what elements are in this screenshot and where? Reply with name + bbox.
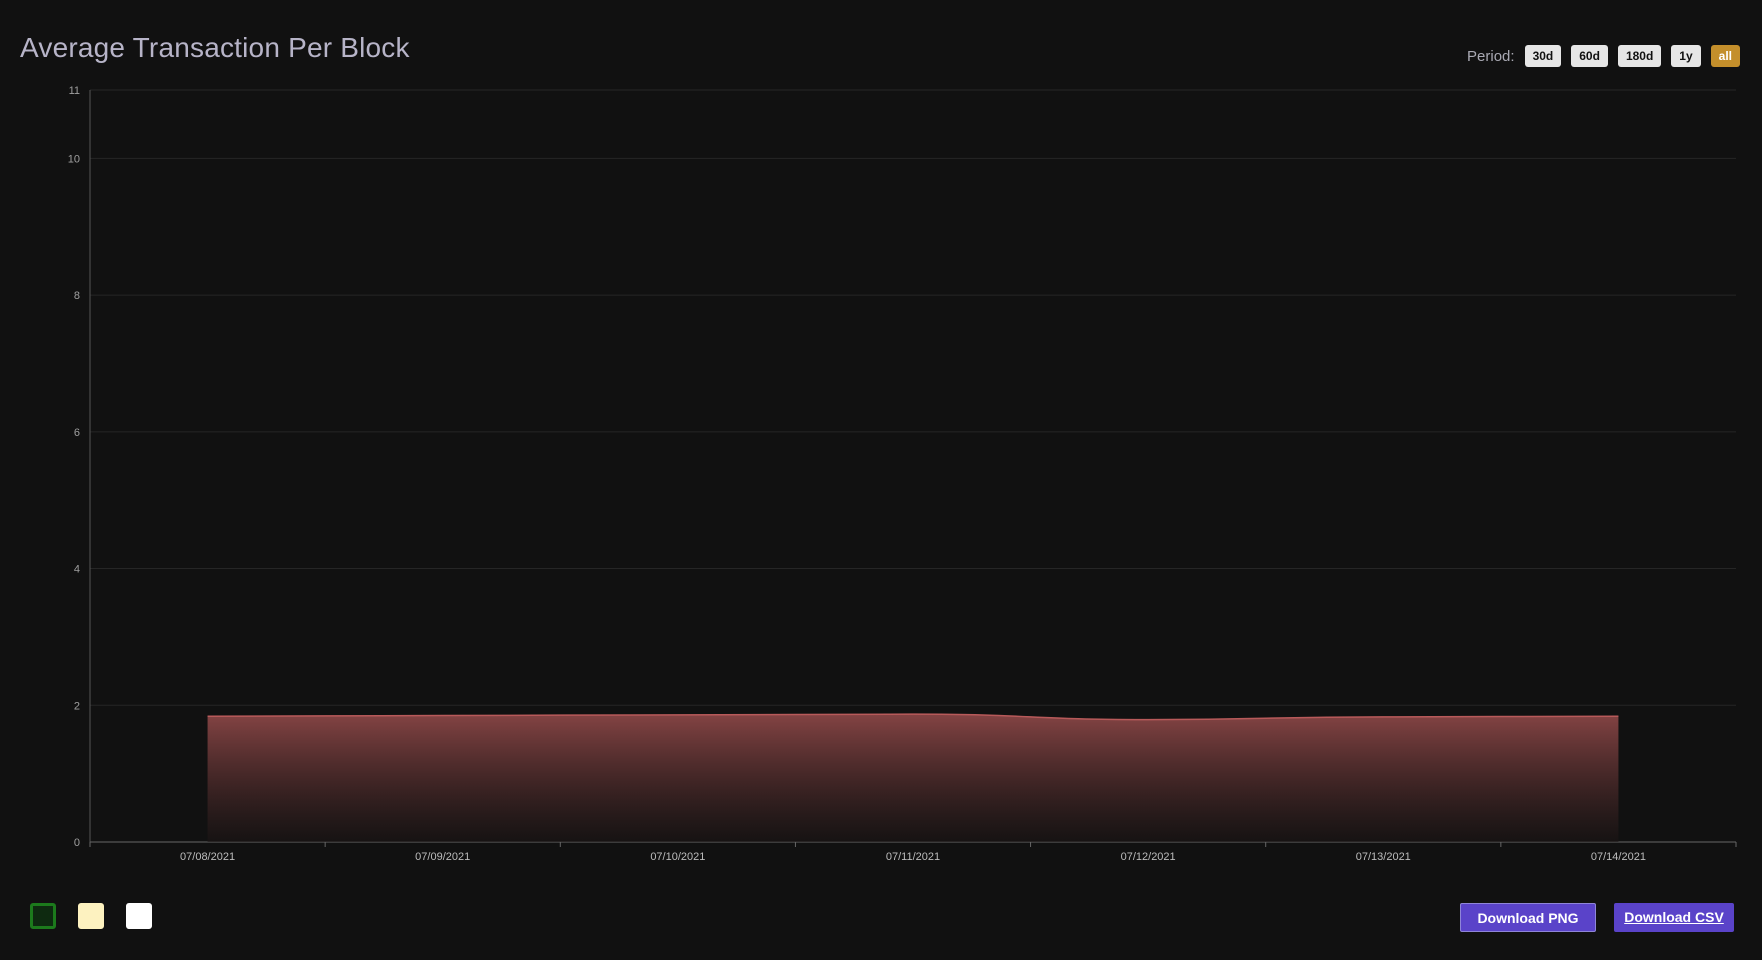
period-button-60d[interactable]: 60d (1571, 45, 1608, 67)
x-tick-label: 07/12/2021 (1121, 851, 1176, 863)
y-tick-label: 11 (69, 85, 80, 97)
period-button-all[interactable]: all (1710, 45, 1740, 67)
period-button-180d[interactable]: 180d (1617, 45, 1662, 67)
swatch-dark-green[interactable] (30, 903, 56, 929)
y-tick-label: 8 (74, 290, 80, 302)
period-button-1y[interactable]: 1y (1671, 45, 1701, 67)
series-area (207, 714, 1619, 842)
swatch-white[interactable] (126, 903, 152, 929)
y-tick-label: 2 (74, 700, 80, 712)
x-tick-label: 07/10/2021 (650, 851, 705, 863)
period-button-30d[interactable]: 30d (1524, 45, 1562, 67)
x-tick-label: 07/11/2021 (886, 851, 940, 863)
y-tick-label: 4 (74, 564, 80, 576)
x-tick-label: 07/13/2021 (1356, 851, 1411, 863)
area-chart: 0 2 4 6 8 10 11 07/08/2021 07/09/2021 07/10/2021 0… (68, 85, 1737, 863)
swatch-cream[interactable] (78, 903, 104, 929)
x-tick-label: 07/08/2021 (180, 851, 235, 863)
download-bar: Download PNG Download CSV (1460, 903, 1734, 932)
series-layer (207, 713, 1619, 842)
y-tick-label: 6 (74, 427, 80, 439)
y-tick-label: 10 (68, 153, 80, 165)
chart-area: 0 2 4 6 8 10 11 07/08/2021 07/09/2021 07/10/2021 0… (68, 85, 1737, 863)
page-title: Average Transaction Per Block (20, 32, 410, 63)
grid-layer (90, 89, 1736, 706)
download-png-button[interactable]: Download PNG (1460, 903, 1596, 932)
period-label: Period: (1467, 47, 1515, 65)
x-tick-label: 07/14/2021 (1591, 851, 1646, 863)
period-selector: Period: 30d 60d 180d 1y all (1467, 45, 1740, 67)
y-tick-label: 0 (74, 837, 80, 849)
download-csv-button[interactable]: Download CSV (1614, 903, 1734, 932)
color-swatches (30, 903, 152, 929)
label-layer: 0 2 4 6 8 10 11 07/08/2021 07/09/2021 07/10/2021 0… (68, 85, 1646, 863)
x-tick-label: 07/09/2021 (415, 851, 470, 863)
